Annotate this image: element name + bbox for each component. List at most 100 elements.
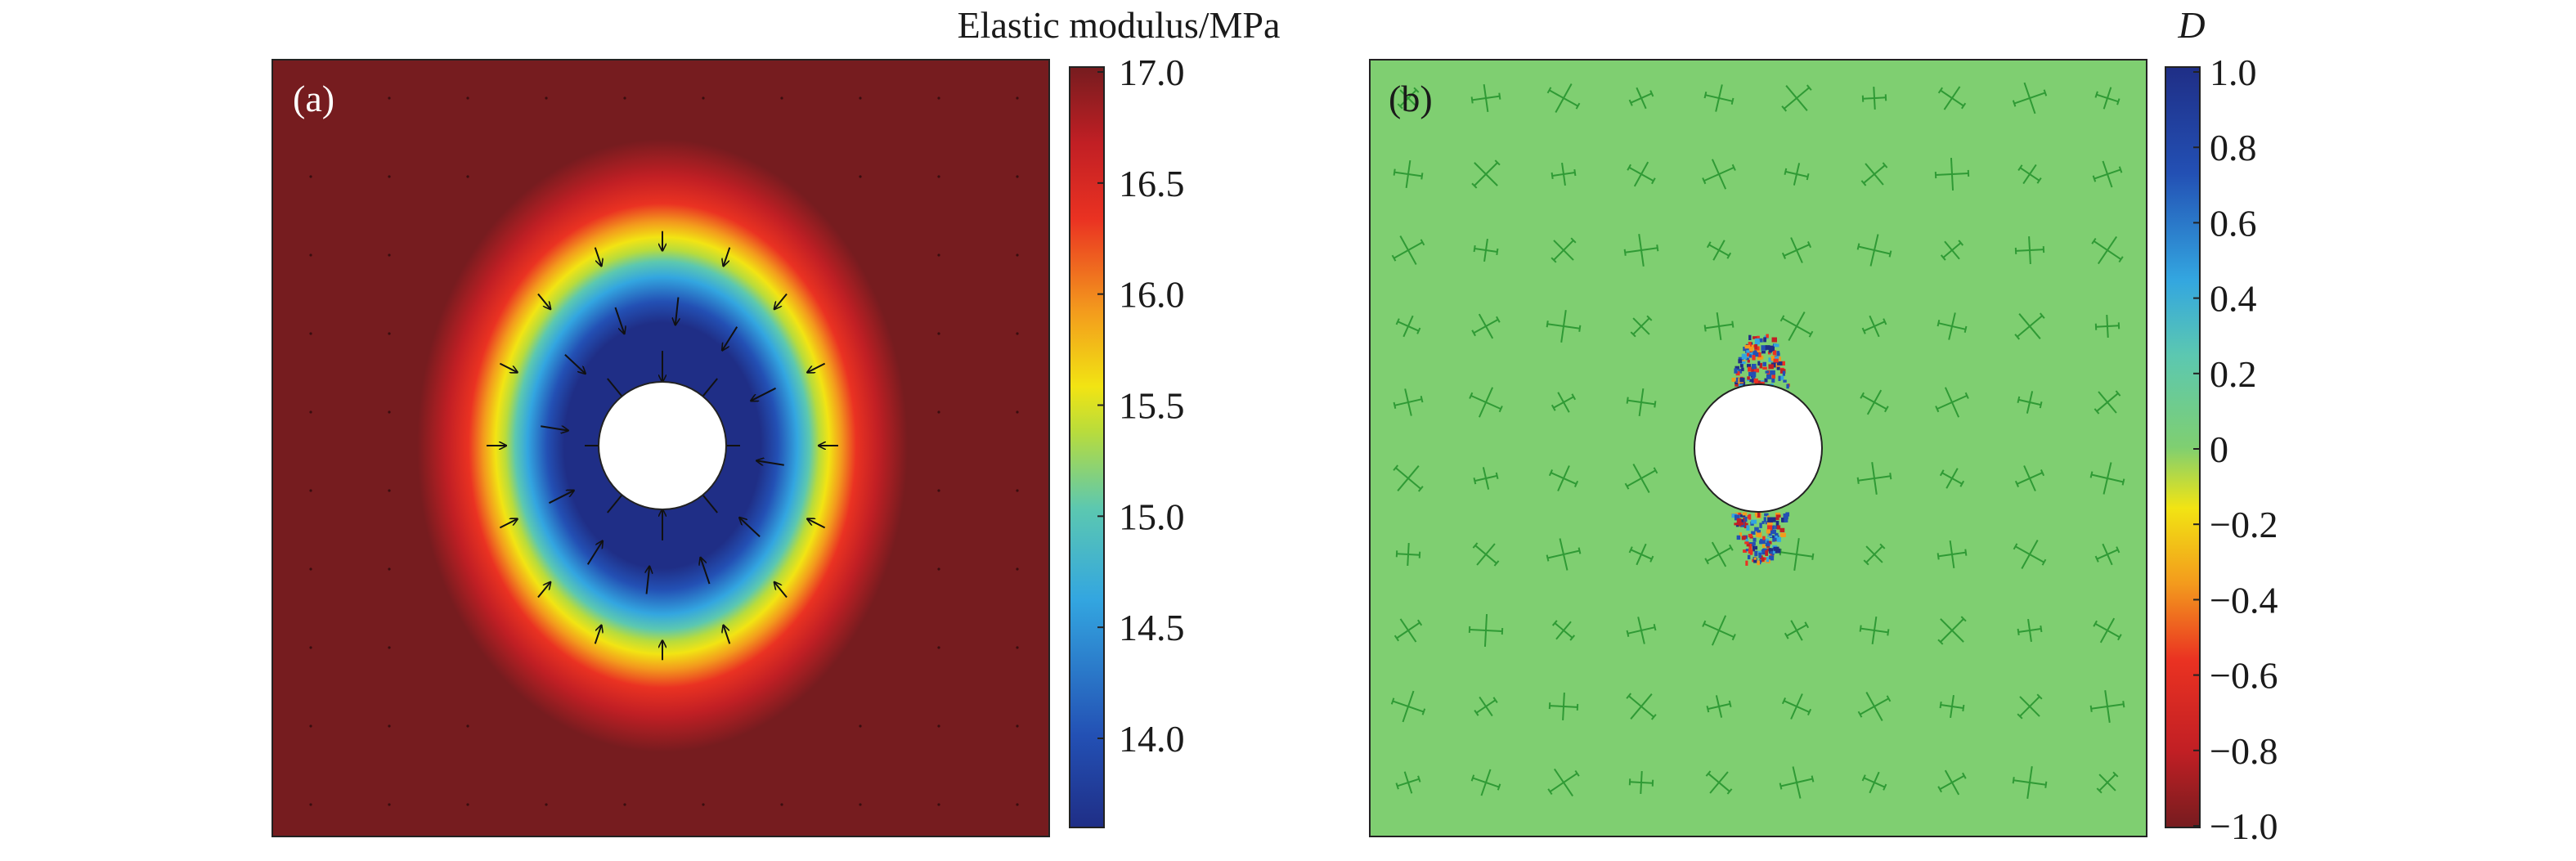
stress-cross-glyph <box>2012 766 2048 799</box>
damage-speck <box>1765 538 1769 542</box>
damage-speck <box>1783 379 1787 383</box>
field-dot <box>623 96 626 100</box>
damage-speck <box>1752 336 1757 339</box>
field-dot <box>937 489 940 492</box>
damage-speck <box>1785 512 1790 517</box>
displacement-arrow <box>594 247 602 267</box>
field-dot <box>859 96 862 100</box>
stress-cross-glyph <box>1704 541 1734 567</box>
stress-cross-glyph <box>1393 388 1424 416</box>
stress-cross-glyph <box>1703 84 1735 112</box>
stress-cross-glyph <box>1626 388 1657 416</box>
stress-cross-glyph <box>1548 692 1579 721</box>
damage-speck <box>1759 522 1762 528</box>
damage-speck <box>1775 525 1779 530</box>
damage-speck <box>1766 548 1770 552</box>
damage-speck <box>1750 542 1755 547</box>
damage-speck <box>1777 361 1783 365</box>
damage-speck <box>1749 379 1754 383</box>
damage-speck <box>1758 559 1762 563</box>
field-dot <box>702 803 705 806</box>
displacement-arrow <box>774 293 788 310</box>
field-dot <box>780 803 783 806</box>
damage-speck <box>1763 517 1766 522</box>
field-dot <box>309 724 312 728</box>
damage-speck <box>1752 541 1756 546</box>
stress-cross-glyph <box>1551 237 1577 263</box>
stress-cross-glyph <box>2089 690 2125 723</box>
panel-a-colorbar-ticks: 17.0 16.5 16.0 15.5 15.0 14.5 14.0 <box>1097 52 1185 760</box>
damage-speck <box>1755 352 1759 357</box>
damage-speck <box>1746 352 1750 357</box>
displacement-arrow <box>594 626 602 644</box>
displacement-arrow <box>724 626 731 644</box>
damage-speck <box>1779 361 1785 366</box>
field-dot <box>466 96 469 100</box>
stress-cross-glyph <box>1861 86 1887 110</box>
damage-speck <box>1751 376 1756 380</box>
damage-speck <box>1761 548 1767 554</box>
panel-a-colorbar-tick-label: 16.0 <box>1119 274 1185 316</box>
panel-b: (b) D 1.0 0.8 0.6 0.4 0.2 0 −0.2 −0.4 −0.6 −0.8 −1… <box>1369 4 2278 847</box>
damage-speck <box>1740 361 1746 365</box>
panel-b-frame <box>1369 59 2147 837</box>
damage-speck <box>1748 348 1754 352</box>
displacement-arrow <box>647 567 650 594</box>
stress-cross-glyph <box>2017 618 2043 643</box>
damage-speck <box>1743 347 1748 352</box>
field-dot <box>1016 567 1019 571</box>
damage-speck <box>1757 512 1761 518</box>
damage-speck <box>1746 350 1750 356</box>
displacement-arrow <box>537 582 550 599</box>
damage-speck <box>1748 371 1753 377</box>
damage-speck <box>1739 518 1744 522</box>
stress-cross-glyph <box>1626 617 1657 644</box>
field-dot <box>388 96 391 100</box>
stress-cross-glyph <box>2091 235 2124 265</box>
field-dot <box>388 646 391 649</box>
field-dot <box>780 96 783 100</box>
displacement-arrow <box>807 362 826 373</box>
damage-speck <box>1739 377 1745 383</box>
panel-a-colorbar-tick-label: 17.0 <box>1119 52 1185 93</box>
field-dot <box>309 646 312 649</box>
damage-speck <box>1782 519 1786 522</box>
field-dot <box>466 175 469 178</box>
stress-cross-glyph <box>1546 538 1582 571</box>
panel-b-colorbar-tick-label: −0.4 <box>2210 579 2278 621</box>
panel-a-colorbar-title: Elastic modulus/MPa <box>958 4 1281 46</box>
damage-speck <box>1739 514 1746 518</box>
damage-speck <box>1745 357 1749 361</box>
stress-cross-glyph <box>2014 465 2045 491</box>
stress-cross-glyph <box>1470 769 1501 796</box>
damage-speck <box>1765 542 1770 547</box>
damage-speck <box>1741 367 1744 371</box>
damage-speck <box>1770 370 1775 375</box>
damage-speck <box>1753 368 1760 373</box>
field-dot <box>937 96 940 100</box>
displacement-arrow <box>756 460 784 464</box>
damage-speck <box>1780 532 1786 537</box>
damage-speck <box>1747 376 1750 380</box>
panel-a-colorbar-tick-label: 14.5 <box>1119 607 1185 648</box>
field-dot <box>623 803 626 806</box>
damage-speck <box>1762 536 1766 540</box>
damage-speck <box>1773 549 1777 554</box>
damage-speck <box>1761 557 1765 562</box>
damage-speck <box>1753 545 1758 550</box>
stress-cross-glyph <box>1856 234 1892 267</box>
field-dot <box>545 96 548 100</box>
damage-speck <box>1775 517 1779 520</box>
damage-speck <box>1736 518 1742 524</box>
stress-cross-glyph <box>1779 766 1815 799</box>
damage-speck <box>1745 549 1750 552</box>
stress-cross-glyph <box>1705 770 1733 795</box>
field-dot <box>1016 489 1019 492</box>
damage-speck <box>1773 537 1778 541</box>
damage-speck <box>1772 529 1776 535</box>
stress-cross-glyph <box>1630 315 1653 338</box>
panel-a-colorbar-tick-label: 15.0 <box>1119 496 1185 537</box>
damage-speck <box>1757 529 1761 533</box>
panel-b-label: (b) <box>1389 78 1433 119</box>
stress-cross-glyph <box>1940 240 1964 261</box>
